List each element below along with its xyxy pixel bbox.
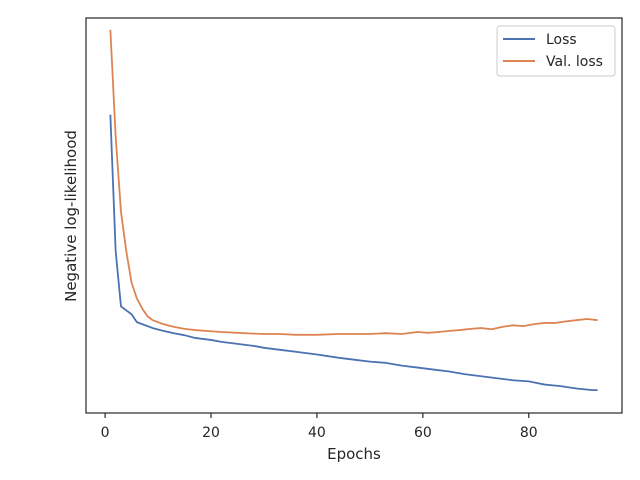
legend-label-val-loss: Val. loss — [546, 54, 603, 70]
plot-background — [86, 18, 622, 413]
y-axis-label: Negative log-likelihood — [62, 130, 80, 302]
plot-frame — [85, 17, 623, 414]
series-line-loss — [109, 114, 598, 391]
x-tick-label-20: 20 — [202, 425, 220, 441]
x-tick-label-80: 80 — [520, 425, 538, 441]
x-tick-label-0: 0 — [101, 425, 110, 441]
x-axis-label: Epochs — [327, 445, 381, 463]
series-line-val-loss — [109, 29, 598, 336]
x-tick-label-40: 40 — [308, 425, 326, 441]
x-axis-ticks: 0 20 40 60 80 — [101, 413, 538, 441]
x-tick-label-60: 60 — [414, 425, 432, 441]
series-layer — [109, 29, 598, 391]
legend-label-loss: Loss — [546, 32, 577, 48]
legend: Loss Val. loss — [496, 25, 616, 77]
